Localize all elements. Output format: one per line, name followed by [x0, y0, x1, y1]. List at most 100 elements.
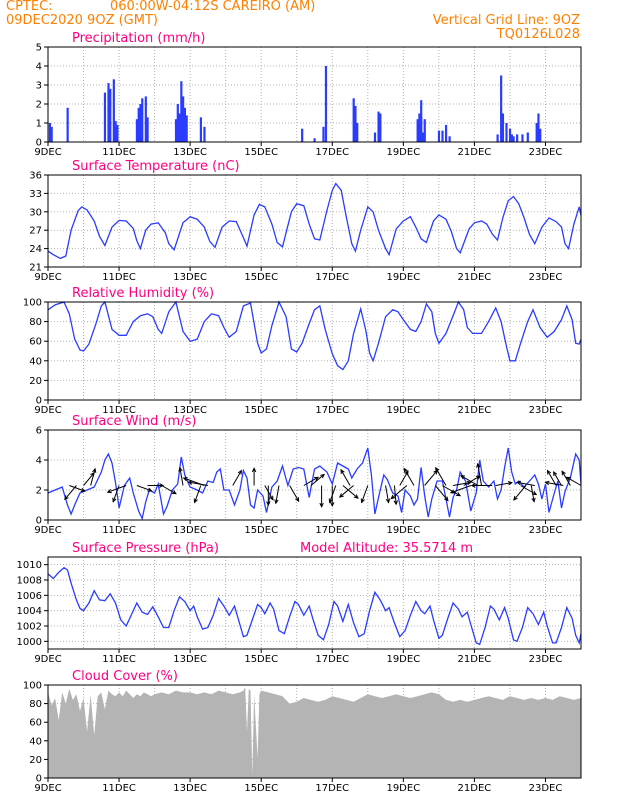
wind-arrow-head	[546, 469, 552, 475]
cloud-ytick-label: 0	[36, 774, 42, 785]
wind-arrow	[361, 485, 369, 503]
wind-arrow-head	[531, 497, 536, 503]
temp-ytick-label: 36	[29, 171, 42, 182]
temp-ytick-label: 24	[29, 244, 42, 255]
rh-xtick-label: 19DEC	[386, 405, 420, 416]
precip-ytick-label: 4	[36, 62, 42, 73]
rh-ytick-label: 40	[29, 356, 42, 367]
rh-ytick-label: 60	[29, 337, 42, 348]
temp-panel	[44, 174, 582, 271]
wind-arrow-head	[513, 495, 518, 501]
temp-xtick-label: 15DEC	[244, 272, 278, 283]
wind-arrow-head	[178, 466, 183, 472]
precip-xtick-label: 9DEC	[34, 147, 61, 158]
temp-ytick-label: 33	[29, 189, 42, 200]
wind-arrow	[275, 485, 280, 504]
wind-ytick-label: 6	[36, 426, 42, 437]
temp-xtick-label: 11DEC	[102, 272, 136, 283]
wind-arrow-head	[193, 498, 198, 504]
precip-bar	[354, 105, 357, 142]
wind-arrow-head	[403, 467, 408, 473]
wind-arrow	[545, 481, 564, 486]
precip-bar	[421, 132, 425, 142]
wind-arrow	[188, 481, 208, 486]
cloud-ytick-label: 100	[23, 681, 42, 692]
precip-bar	[373, 132, 377, 142]
wind-arrow-head	[338, 493, 344, 498]
cloud-ytick-label: 60	[29, 718, 42, 729]
rh-xtick-label: 9DEC	[34, 405, 61, 416]
header-vertical-grid: Vertical Grid Line: 9OZ	[432, 13, 580, 28]
wind-arrow-head	[171, 490, 177, 495]
wind-arrow-head	[561, 470, 566, 476]
wind-arrow-head	[251, 467, 257, 473]
precip-title: Precipitation (mm/h)	[72, 31, 205, 46]
pres-panel	[44, 556, 582, 653]
cloud-xtick-label: 17DEC	[315, 783, 349, 794]
temp-xtick-label: 17DEC	[315, 272, 349, 283]
pres-xtick-label: 11DEC	[102, 654, 136, 665]
wind-arrow-head	[435, 466, 440, 472]
wind-arrow	[329, 485, 337, 503]
wind-frame	[47, 429, 582, 521]
pres-xtick-label: 13DEC	[173, 654, 207, 665]
wind-arrow-head	[314, 476, 320, 481]
precip-panel	[44, 46, 582, 146]
wind-arrow-head	[385, 498, 391, 504]
wind-arrow-head	[237, 469, 242, 475]
wind-arrow-head	[353, 494, 359, 499]
pres-xtick-label: 21DEC	[458, 654, 492, 665]
precip-bar	[356, 123, 359, 142]
wind-arrow	[434, 485, 449, 501]
wind-arrow	[232, 470, 242, 486]
cloud-area	[48, 686, 581, 778]
wind-arrow	[530, 485, 535, 502]
wind-xtick-label: 9DEC	[34, 525, 61, 536]
wind-arrow	[179, 467, 184, 486]
wind-arrow-head	[80, 487, 86, 493]
precip-ytick-label: 3	[36, 81, 42, 92]
pres-ytick-label: 1000	[17, 637, 42, 648]
wind-arrow	[477, 463, 482, 486]
precip-bar	[416, 119, 419, 142]
precip-bar	[324, 66, 328, 142]
wind-arrow	[566, 476, 582, 486]
wind-arrow-head	[507, 481, 514, 486]
rh-ytick-label: 80	[29, 317, 42, 328]
wind-arrow	[136, 485, 152, 492]
wind-arrow-head	[449, 489, 455, 494]
header-init-time: 09DEC2020 9OZ (GMT)	[6, 13, 158, 28]
rh-ytick-label: 0	[36, 396, 42, 407]
header-location: 060:00W-04:12S CAREIRO (AM)	[110, 0, 316, 14]
wind-arrow	[64, 485, 77, 500]
rh-ytick-label: 20	[29, 376, 42, 387]
cloud-frame	[47, 684, 582, 779]
wind-arrow	[495, 482, 512, 486]
cloud-xtick-label: 11DEC	[102, 783, 136, 794]
cloud-xtick-label: 15DEC	[244, 783, 278, 794]
wind-arrow-head	[328, 498, 333, 504]
precip-ytick-label: 2	[36, 100, 42, 111]
pres-ytick-label: 1010	[17, 560, 42, 571]
wind-arrow	[90, 468, 96, 486]
precip-bar	[107, 83, 110, 142]
wind-arrow-head	[64, 495, 69, 501]
rh-xtick-label: 15DEC	[244, 405, 278, 416]
precip-bar	[301, 128, 304, 142]
precip-bar	[500, 75, 503, 142]
precip-bar	[116, 124, 119, 142]
pres-annotation: Model Altitude: 35.5714 m	[300, 541, 473, 556]
pres-ytick-label: 1008	[17, 576, 42, 587]
rh-panel	[44, 300, 582, 404]
cloud-xtick-label: 21DEC	[458, 783, 492, 794]
wind-arrow-head	[459, 475, 466, 480]
pres-ytick-label: 1006	[17, 591, 42, 602]
cloud-xtick-label: 13DEC	[173, 783, 207, 794]
cloud-ytick-label: 20	[29, 755, 42, 766]
pres-xtick-label: 19DEC	[386, 654, 420, 665]
precip-bar	[183, 107, 187, 142]
temp-xtick-label: 19DEC	[386, 272, 420, 283]
precip-bar	[112, 79, 115, 142]
precip-bar	[313, 138, 316, 142]
